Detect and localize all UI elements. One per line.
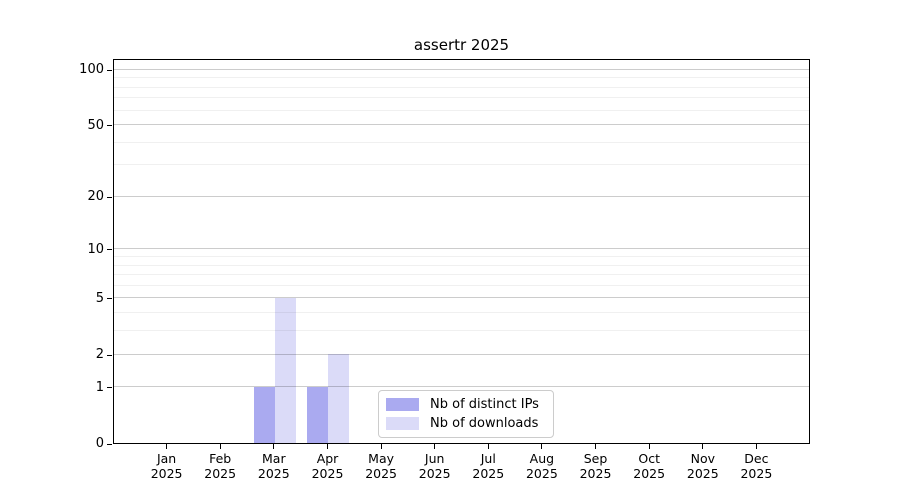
y-tick-mark-5	[107, 298, 112, 300]
x-tick-mark-aug-2025	[541, 444, 543, 449]
x-tick-mark-dec-2025	[755, 444, 757, 449]
chart-title: assertr 2025	[413, 36, 510, 54]
y-tick-mark-0	[107, 443, 112, 445]
legend-label: Nb of downloads	[430, 415, 539, 431]
plot-area: Nb of distinct IPs Nb of downloads	[113, 59, 810, 444]
gridline-60	[114, 109, 809, 111]
legend-swatch-icon	[386, 398, 419, 412]
gridline-40	[114, 141, 809, 143]
y-tick-label-100: 100	[79, 62, 104, 78]
x-tick-mark-feb-2025	[219, 444, 221, 449]
x-tick-label-sep-2025: Sep 2025	[579, 451, 612, 481]
gridline-7	[114, 274, 809, 276]
x-tick-mark-mar-2025	[273, 444, 275, 449]
x-tick-label-oct-2025: Oct 2025	[633, 451, 666, 481]
gridline-50	[114, 124, 809, 126]
x-tick-mark-sep-2025	[595, 444, 596, 449]
x-tick-label-jan-2025: Jan 2025	[150, 451, 183, 481]
bar-nb-of-distinct-ips-mar-2025	[253, 386, 275, 443]
x-tick-label-nov-2025: Nov 2025	[686, 451, 719, 481]
y-tick-mark-20	[107, 196, 112, 198]
y-tick-mark-100	[107, 69, 112, 71]
y-tick-label-0: 0	[95, 436, 104, 451]
x-tick-label-aug-2025: Aug 2025	[525, 451, 558, 481]
x-tick-mark-may-2025	[380, 444, 382, 449]
y-tick-label-50: 50	[87, 117, 104, 133]
y-tick-label-10: 10	[87, 241, 104, 257]
bar-nb-of-distinct-ips-apr-2025	[307, 386, 329, 443]
x-tick-label-mar-2025: Mar 2025	[257, 451, 290, 481]
x-tick-label-apr-2025: Apr 2025	[311, 451, 344, 481]
x-tick-mark-oct-2025	[648, 444, 650, 449]
gridline-2	[114, 353, 809, 355]
x-tick-mark-jul-2025	[487, 444, 489, 449]
y-tick-mark-2	[107, 354, 112, 356]
gridline-70	[114, 97, 809, 99]
legend-swatch-icon	[386, 416, 419, 430]
y-tick-label-20: 20	[87, 189, 104, 205]
x-tick-mark-jan-2025	[166, 444, 168, 449]
gridline-30	[114, 164, 809, 166]
legend: Nb of distinct IPs Nb of downloads	[378, 390, 554, 438]
gridline-6	[114, 284, 809, 286]
gridline-100	[114, 68, 809, 70]
bar-nb-of-downloads-apr-2025	[328, 354, 350, 443]
bar-nb-of-downloads-mar-2025	[274, 297, 296, 443]
x-tick-label-feb-2025: Feb 2025	[204, 451, 237, 481]
y-tick-mark-10	[107, 249, 112, 251]
x-tick-mark-apr-2025	[327, 444, 328, 449]
legend-item-nb-of-distinct-ips: Nb of distinct IPs	[386, 397, 545, 412]
gridline-5	[114, 297, 809, 299]
x-tick-mark-nov-2025	[702, 444, 704, 449]
gridline-20	[114, 195, 809, 197]
gridline-1	[114, 386, 809, 388]
x-tick-label-jun-2025: Jun 2025	[418, 451, 451, 481]
gridline-3	[114, 330, 809, 332]
legend-item-nb-of-downloads: Nb of downloads	[386, 416, 545, 431]
x-tick-label-may-2025: May 2025	[365, 451, 397, 481]
x-tick-mark-jun-2025	[434, 444, 436, 449]
y-tick-label-2: 2	[95, 347, 104, 362]
y-tick-label-1: 1	[95, 379, 104, 395]
y-tick-mark-1	[107, 387, 112, 389]
legend-label: Nb of distinct IPs	[430, 397, 539, 413]
gridline-8	[114, 264, 809, 266]
gridline-90	[114, 77, 809, 79]
gridline-80	[114, 86, 809, 88]
gridline-4	[114, 312, 809, 314]
y-tick-label-5: 5	[95, 290, 104, 306]
gridline-9	[114, 256, 809, 257]
y-tick-mark-50	[107, 125, 112, 127]
gridline-10	[114, 248, 809, 250]
x-tick-label-jul-2025: Jul 2025	[472, 451, 505, 481]
x-tick-label-dec-2025: Dec 2025	[740, 451, 773, 481]
